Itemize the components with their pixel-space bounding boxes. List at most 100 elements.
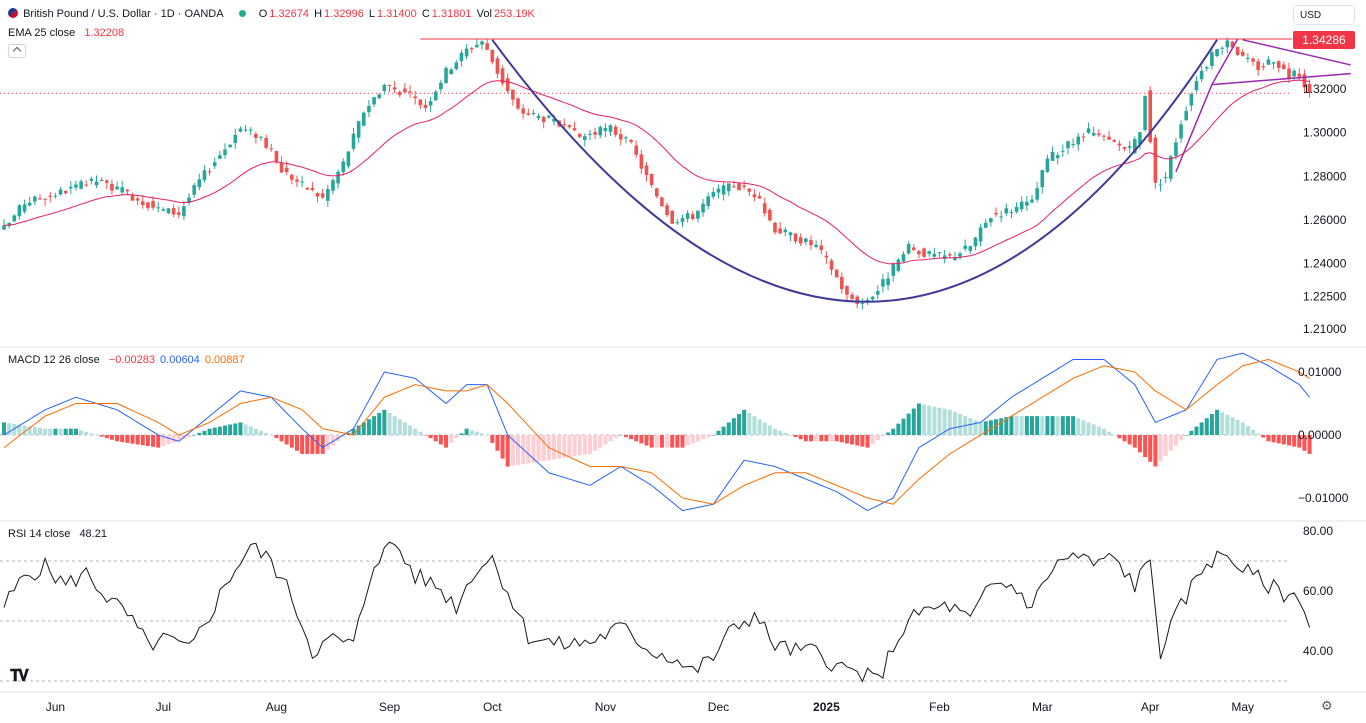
macd-histogram-bar xyxy=(7,423,12,435)
macd-histogram-bar xyxy=(531,435,536,463)
macd-histogram-bar xyxy=(824,435,829,442)
macd-signal-line xyxy=(3,358,1310,505)
candle-body xyxy=(937,252,942,254)
price-pane xyxy=(0,38,1292,94)
macd-histogram-bar xyxy=(217,426,222,435)
candle-body xyxy=(876,291,880,295)
macd-histogram-bar xyxy=(659,435,664,448)
macd-histogram-bar xyxy=(32,427,37,435)
symbol-legend: British Pound / U.S. Dollar · 1D · OANDA… xyxy=(8,8,537,20)
macd-histogram-bar xyxy=(916,403,921,435)
candle-body xyxy=(171,208,176,215)
candle-body xyxy=(130,195,135,201)
candle-body xyxy=(1066,141,1070,149)
macd-histogram-bar xyxy=(228,424,233,435)
macd-histogram-bar xyxy=(577,435,582,456)
collapse-legend-button[interactable] xyxy=(8,44,26,58)
flag-upper-line xyxy=(1242,39,1351,66)
time-tick-label: Dec xyxy=(708,700,729,714)
candle-body xyxy=(1282,64,1286,70)
macd-histogram-bar xyxy=(341,435,346,438)
candle-body xyxy=(408,91,412,93)
candle-body xyxy=(1266,59,1271,65)
macd-histogram-bar xyxy=(351,428,356,435)
rsi-pane xyxy=(0,541,1311,683)
candle-body xyxy=(392,87,397,90)
candle-body xyxy=(834,269,839,278)
candle-body xyxy=(649,173,654,186)
macd-histogram-bar xyxy=(1040,416,1045,435)
candle-body xyxy=(1086,128,1091,133)
macd-histogram-bar xyxy=(1127,435,1132,445)
candle-body xyxy=(439,82,443,90)
macd-histogram-bar xyxy=(361,422,366,435)
low-value: 1.31400 xyxy=(377,8,417,20)
macd-histogram-bar xyxy=(875,435,880,441)
candle-body xyxy=(583,136,587,140)
macd-histogram-bar xyxy=(629,435,634,440)
settings-icon[interactable]: ⚙ xyxy=(1321,698,1333,713)
candle-body xyxy=(480,41,484,45)
candle-body xyxy=(588,133,592,135)
macd-histogram-bar xyxy=(623,435,628,438)
candle-body xyxy=(63,190,68,194)
candle-body xyxy=(968,246,973,251)
macd-histogram-bar xyxy=(223,425,228,435)
candle-body xyxy=(762,203,767,214)
candle-body xyxy=(598,127,603,136)
candle-body xyxy=(798,237,803,244)
tradingview-logo-icon[interactable]: 𝐓𝐕 xyxy=(10,668,29,685)
macd-histogram-bar xyxy=(839,435,844,443)
candle-body xyxy=(99,180,104,182)
candle-body xyxy=(315,193,320,197)
price-tick-label: 1.32000 xyxy=(1303,82,1347,96)
candle-body xyxy=(927,251,931,254)
macd-histogram-bar xyxy=(952,411,957,435)
candle-body xyxy=(418,99,423,106)
candle-body xyxy=(1148,90,1153,143)
candle-body xyxy=(469,48,474,50)
macd-histogram-bar xyxy=(325,435,330,450)
ema-legend: EMA 25 close 1.32208 xyxy=(8,27,126,39)
candle-body xyxy=(187,197,191,203)
macd-histogram-bar xyxy=(495,435,500,451)
symbol-title: British Pound / U.S. Dollar · 1D · OANDA xyxy=(23,8,224,20)
open-label: O xyxy=(258,8,268,20)
macd-histogram-bar xyxy=(1292,435,1297,447)
macd-histogram-bar xyxy=(516,435,520,465)
candle-body xyxy=(495,58,500,74)
macd-histogram-bar xyxy=(289,435,294,448)
macd-histogram-bar xyxy=(1245,426,1250,435)
candle-body xyxy=(27,202,32,206)
candle-body xyxy=(685,213,690,219)
currency-select[interactable]: USD xyxy=(1293,5,1355,25)
candle-body xyxy=(896,259,901,271)
candle-body xyxy=(531,112,536,114)
macd-legend: MACD 12 26 close −0.00283 0.00604 0.0088… xyxy=(8,354,247,366)
macd-histogram-bar xyxy=(418,431,423,435)
macd-histogram-bar xyxy=(459,433,464,435)
macd-histogram-bar xyxy=(274,435,279,439)
macd-histogram-bar xyxy=(187,435,192,438)
candle-body xyxy=(906,243,911,254)
rsi-tick-label: 40.00 xyxy=(1303,644,1333,658)
macd-histogram-bar xyxy=(310,435,315,454)
candle-body xyxy=(567,125,572,128)
macd-histogram-bar xyxy=(634,435,639,442)
macd-histogram-bar xyxy=(264,432,269,435)
candle-body xyxy=(665,205,669,216)
macd-histogram-bar xyxy=(737,414,742,435)
candle-body xyxy=(778,228,782,234)
candle-body xyxy=(608,125,613,132)
candle-body xyxy=(521,108,525,114)
macd-histogram-bar xyxy=(135,435,140,445)
macd-histogram-bar xyxy=(1055,416,1060,435)
macd-histogram-bar xyxy=(685,435,690,446)
candle-body xyxy=(197,179,202,188)
macd-histogram-bar xyxy=(1158,435,1163,462)
rsi-legend-value: 48.21 xyxy=(79,528,107,540)
candle-body xyxy=(1276,61,1281,68)
macd-histogram-bar xyxy=(1143,435,1148,458)
macd-histogram-bar xyxy=(880,435,885,437)
macd-histogram-bar xyxy=(526,435,531,464)
